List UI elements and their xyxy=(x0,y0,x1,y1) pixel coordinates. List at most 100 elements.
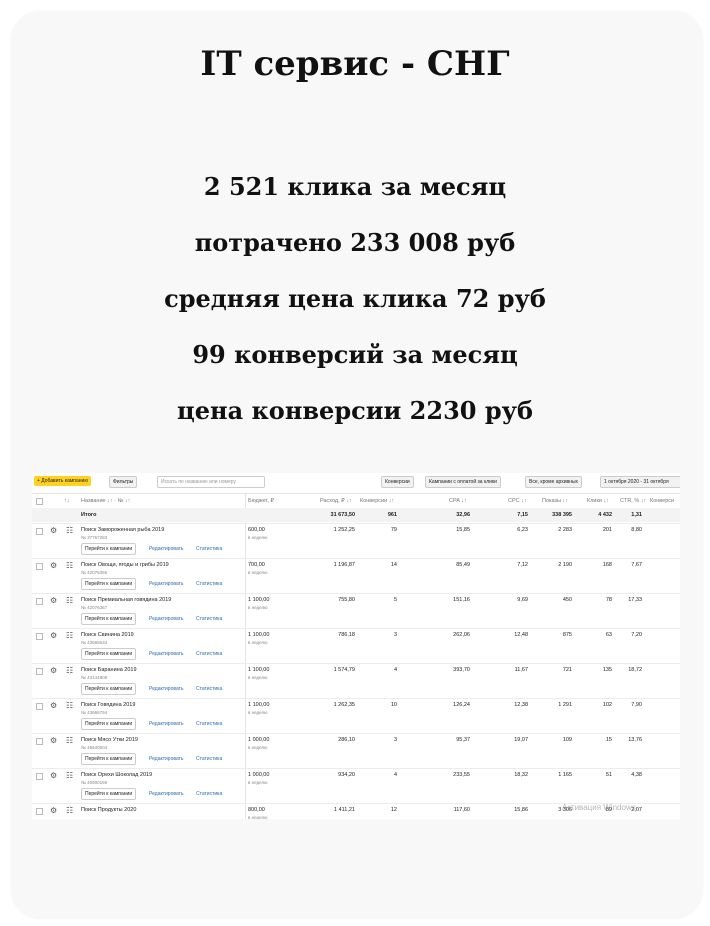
action-link[interactable]: Редактировать xyxy=(149,546,184,552)
cpc: 9,69 xyxy=(517,597,528,603)
campaign-name[interactable]: Поиск Баранина 2019 xyxy=(81,667,137,673)
row-checkbox[interactable] xyxy=(36,528,43,535)
action-button[interactable]: Перейти к кампании xyxy=(81,648,137,660)
campaign-number: № 45640504 xyxy=(81,745,108,750)
list-icon: ☷ xyxy=(66,561,74,570)
budget: 1 100,00 xyxy=(248,632,270,638)
column-header[interactable]: CPC ↓↑ xyxy=(508,498,527,504)
settings-icon[interactable]: ⚙ xyxy=(50,596,58,605)
column-header[interactable]: Клики ↓↑ xyxy=(587,498,609,504)
row-border xyxy=(32,663,680,664)
add-campaign-button[interactable]: + Добавить кампанию xyxy=(34,476,92,486)
action-link[interactable]: Редактировать xyxy=(149,651,184,657)
conversions: 79 xyxy=(390,527,397,533)
settings-icon[interactable]: ⚙ xyxy=(50,561,58,570)
column-header[interactable]: Конверсии ↓↑ xyxy=(360,498,395,504)
column-header[interactable]: CTR, % ↓↑ xyxy=(620,498,647,504)
campaign-name[interactable]: Поиск Свинина 2019 xyxy=(81,632,134,638)
column-header[interactable]: Расход, ₽ ↓↑ xyxy=(320,498,352,504)
action-link[interactable]: Статистика xyxy=(196,756,223,762)
budget: 800,00 xyxy=(248,807,265,813)
action-link[interactable]: Статистика xyxy=(196,791,223,797)
column-header[interactable]: Название ↓↑ · № ↓↑ xyxy=(81,498,131,504)
settings-icon[interactable]: ⚙ xyxy=(50,701,58,710)
campaign-name[interactable]: Поиск Мясо Утки 2019 xyxy=(81,737,138,743)
list-icon: ☷ xyxy=(66,666,74,675)
action-link[interactable]: Статистика xyxy=(196,581,223,587)
impressions: 3 306 xyxy=(558,807,572,813)
action-link[interactable]: Редактировать xyxy=(149,721,184,727)
clicks: 89 xyxy=(605,807,612,813)
campaign-name[interactable]: Поиск Продукты 2020 xyxy=(81,807,137,813)
budget-period: в неделю xyxy=(248,780,268,785)
conversions: 4 xyxy=(393,772,397,778)
row-checkbox[interactable] xyxy=(36,703,43,710)
campaign-name[interactable]: Поиск Говядина 2019 xyxy=(81,702,136,708)
ctr: 7,20 xyxy=(631,632,642,638)
action-button[interactable]: Перейти к кампании xyxy=(81,753,137,765)
impressions: 1 291 xyxy=(558,702,572,708)
date-range-select[interactable]: 1 октября 2020 - 31 октября xyxy=(600,476,680,488)
campaign-name[interactable]: Поиск Премиальная говядина 2019 xyxy=(81,597,172,603)
row-checkbox[interactable] xyxy=(36,668,43,675)
campaign-name[interactable]: Поиск Замороженная рыба 2019 xyxy=(81,527,165,533)
column-header[interactable]: CPA ↓↑ xyxy=(449,498,467,504)
spend: 934,20 xyxy=(338,772,355,778)
list-icon: ☷ xyxy=(66,736,74,745)
campaign-name[interactable]: Поиск Орехи Шоколад 2019 xyxy=(81,772,153,778)
row-checkbox[interactable] xyxy=(36,563,43,570)
settings-icon[interactable]: ⚙ xyxy=(50,736,58,745)
status-select[interactable]: Все, кроме архивных xyxy=(525,476,583,488)
spend: 1 196,87 xyxy=(333,562,355,568)
column-header[interactable]: ↑↓ xyxy=(64,498,70,504)
watermark: Активация Windows xyxy=(562,803,636,812)
budget-period: в неделю xyxy=(248,605,268,610)
action-link[interactable]: Статистика xyxy=(196,721,223,727)
action-button[interactable]: Перейти к кампании xyxy=(81,683,137,695)
settings-icon[interactable]: ⚙ xyxy=(50,526,58,535)
filters-button[interactable]: Фильтры xyxy=(109,476,138,488)
row-checkbox[interactable] xyxy=(36,598,43,605)
clicks: 201 xyxy=(602,527,612,533)
cpc: 6,23 xyxy=(517,527,528,533)
row-checkbox[interactable] xyxy=(36,773,43,780)
action-button[interactable]: Перейти к кампании xyxy=(81,718,137,730)
stat-line: потрачено 233 008 руб xyxy=(194,228,516,257)
settings-icon[interactable]: ⚙ xyxy=(50,631,58,640)
column-header[interactable]: Показы ↓↑ xyxy=(542,498,569,504)
action-link[interactable]: Статистика xyxy=(196,686,223,692)
budget-period: в неделю xyxy=(248,675,268,680)
action-link[interactable]: Редактировать xyxy=(149,616,184,622)
action-button[interactable]: Перейти к кампании xyxy=(81,578,137,590)
action-button[interactable]: Перейти к кампании xyxy=(81,613,137,625)
conversions-button[interactable]: Конверсии xyxy=(381,476,414,488)
action-link[interactable]: Редактировать xyxy=(149,791,184,797)
settings-icon[interactable]: ⚙ xyxy=(50,771,58,780)
action-button[interactable]: Перейти к кампании xyxy=(81,543,137,555)
conversions: 4 xyxy=(393,667,397,673)
row-checkbox[interactable] xyxy=(36,808,43,815)
action-link[interactable]: Статистика xyxy=(196,616,223,622)
row-checkbox[interactable] xyxy=(36,633,43,640)
action-link[interactable]: Статистика xyxy=(196,651,223,657)
action-link[interactable]: Редактировать xyxy=(149,581,184,587)
conversions: 10 xyxy=(390,702,397,708)
row-border xyxy=(32,733,680,734)
action-link[interactable]: Статистика xyxy=(196,546,223,552)
budget: 1 000,00 xyxy=(248,772,270,778)
column-header[interactable]: Конверси xyxy=(650,498,675,504)
ctr: 4,38 xyxy=(631,772,642,778)
search-input[interactable]: Искать по названию или номеру xyxy=(157,476,265,488)
action-link[interactable]: Редактировать xyxy=(149,756,184,762)
action-link[interactable]: Редактировать xyxy=(149,686,184,692)
row-checkbox[interactable] xyxy=(36,738,43,745)
campaign-name[interactable]: Поиск Овощи, ягоды и грибы 2019 xyxy=(81,562,169,568)
budget: 1 100,00 xyxy=(248,667,270,673)
campaign-type-select[interactable]: Кампании с оплатой за клики xyxy=(425,476,501,488)
total-cpa: 32,96 xyxy=(456,512,470,518)
settings-icon[interactable]: ⚙ xyxy=(50,666,58,675)
action-button[interactable]: Перейти к кампании xyxy=(81,788,137,800)
column-header[interactable]: Бюджет, ₽ xyxy=(248,498,274,504)
settings-icon[interactable]: ⚙ xyxy=(50,806,58,815)
